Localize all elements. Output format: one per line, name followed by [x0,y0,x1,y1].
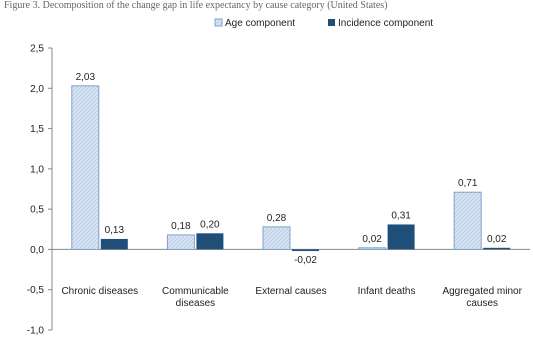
bar-incidence-component [387,224,415,250]
y-tick-label: 2,0 [30,84,44,95]
data-label: -0,02 [294,255,317,266]
data-label: 2,03 [76,72,96,83]
y-tick-label: 0,5 [30,205,44,216]
category-label: External causes [255,286,326,297]
bar-incidence-component [292,249,319,252]
bars: 2,03 0,13 0,18 0,20 0,28 -0,02 0,02 0,31 0,71 0,0… [71,72,511,266]
data-label: 0,13 [105,225,125,236]
bar-age-component [453,191,482,250]
data-label: 0,71 [458,178,478,189]
category-label: Chronic diseases [61,286,138,297]
data-label: 0,20 [200,219,220,230]
bar-age-component [358,247,387,250]
category-label: Communicable [162,286,229,297]
bar-incidence-component [196,233,224,250]
data-label: 0,28 [267,213,287,224]
category-label: causes [466,298,498,309]
bar-age-component [71,85,100,250]
y-tick-label: -1,0 [27,326,45,337]
category-label: diseases [176,298,215,309]
bar-incidence-component [100,238,128,250]
legend-swatch [214,18,223,27]
bar-age-component [262,226,291,250]
data-label: 0,02 [362,234,382,245]
y-tick-label: 1,5 [30,124,44,135]
y-axis: 2,5 2,0 1,5 1,0 0,5 0,0 -0,5 -1,0 [27,44,530,337]
bar-age-component [166,234,195,250]
category-label: Aggregated minor [442,286,522,297]
y-tick-label: 1,0 [30,164,44,175]
data-label: 0,18 [171,221,191,232]
y-tick-label: -0,5 [27,285,45,296]
chart-title: Figure 3. Decomposition of the change ga… [4,0,387,11]
data-label: 0,31 [391,210,411,221]
legend-label: Age component [225,18,295,29]
bar-incidence-component [483,247,511,250]
y-tick-label: 2,5 [30,44,44,55]
legend: Age component Incidence component [214,18,433,29]
legend-label: Incidence component [338,18,433,29]
legend-swatch [328,19,335,26]
category-label: Infant deaths [358,286,416,297]
data-label: 0,02 [487,234,507,245]
y-tick-label: 0,0 [30,245,44,256]
